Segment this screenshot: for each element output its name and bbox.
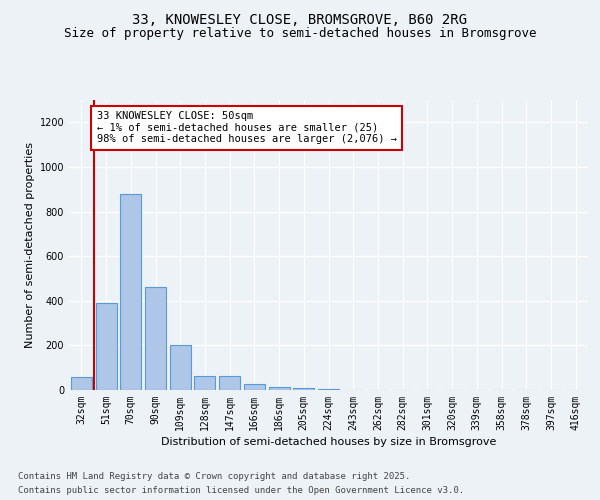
Text: 33, KNOWESLEY CLOSE, BROMSGROVE, B60 2RG: 33, KNOWESLEY CLOSE, BROMSGROVE, B60 2RG [133,12,467,26]
Bar [194,376,215,390]
Text: Contains public sector information licensed under the Open Government Licence v3: Contains public sector information licen… [18,486,464,495]
Y-axis label: Number of semi-detached properties: Number of semi-detached properties [25,142,35,348]
Bar [95,303,116,390]
X-axis label: Distribution of semi-detached houses by size in Bromsgrove: Distribution of semi-detached houses by … [161,437,496,447]
Bar [170,346,191,390]
Bar [71,376,92,390]
Bar [318,389,339,390]
Bar [120,194,141,390]
Text: 33 KNOWESLEY CLOSE: 50sqm
← 1% of semi-detached houses are smaller (25)
98% of s: 33 KNOWESLEY CLOSE: 50sqm ← 1% of semi-d… [97,111,397,144]
Bar [269,386,290,390]
Bar [293,388,314,390]
Bar [145,288,166,390]
Bar [244,384,265,390]
Bar [219,376,240,390]
Text: Contains HM Land Registry data © Crown copyright and database right 2025.: Contains HM Land Registry data © Crown c… [18,472,410,481]
Text: Size of property relative to semi-detached houses in Bromsgrove: Size of property relative to semi-detach… [64,28,536,40]
